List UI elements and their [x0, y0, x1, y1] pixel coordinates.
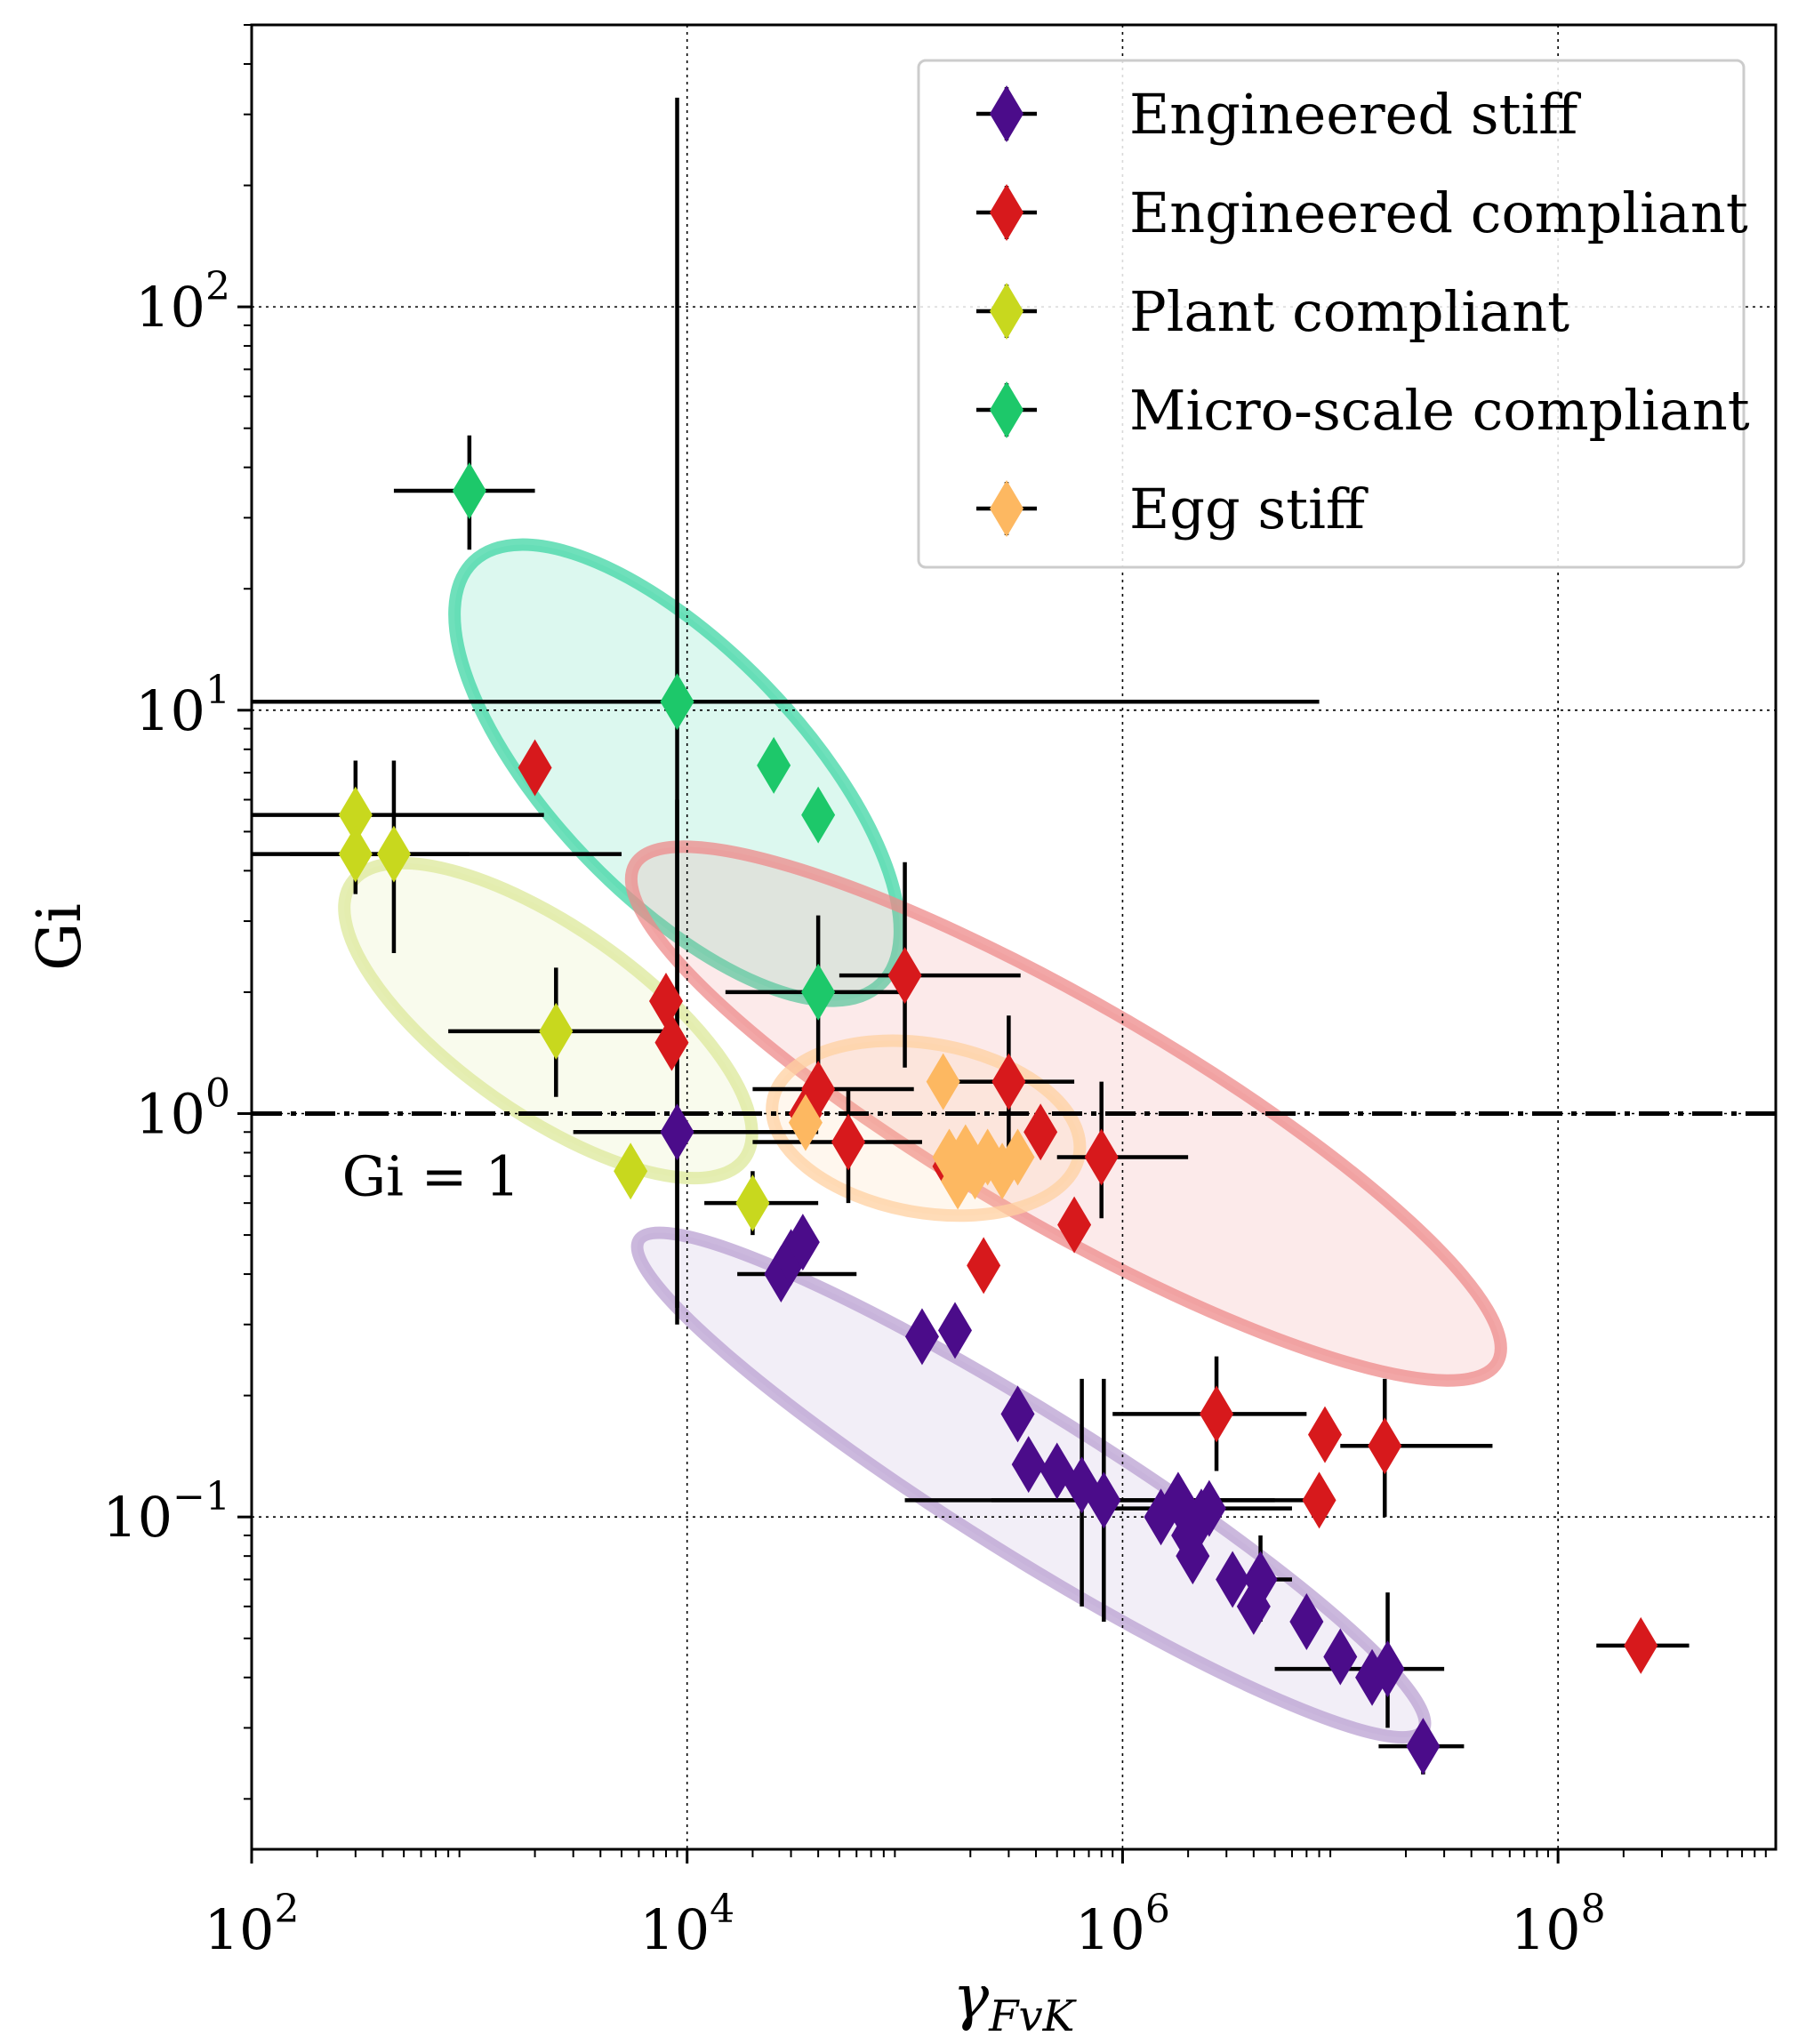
data-point [338, 786, 373, 844]
data-point [1308, 1406, 1343, 1463]
data-point [1087, 1471, 1121, 1529]
data-point [1323, 1628, 1358, 1686]
marker-layer [338, 461, 1658, 1775]
tick-layer: 102 104 106 108 10−1 100 101 102 [102, 24, 1767, 1962]
data-point [735, 1174, 770, 1232]
legend-box [917, 59, 1746, 569]
data-point [887, 947, 922, 1005]
y-axis-title: Gi [25, 903, 95, 971]
data-point [1023, 1103, 1058, 1161]
data-point [660, 1103, 694, 1161]
data-point [991, 1053, 1026, 1110]
data-point [801, 786, 836, 844]
data-point [1302, 1471, 1336, 1529]
data-point [660, 673, 694, 731]
data-point [831, 1113, 865, 1171]
data-point [1368, 1417, 1402, 1475]
x-tick-label: 102 [205, 1887, 300, 1962]
data-point [926, 1053, 960, 1110]
data-point [539, 1002, 574, 1060]
reference-line-label: Gi = 1 [342, 1144, 520, 1209]
y-tick-label: 10−1 [102, 1474, 230, 1550]
data-point [1289, 1592, 1324, 1650]
legend: Engineered stiff Engineered compliant Plan… [917, 59, 1750, 569]
data-point [904, 1308, 939, 1366]
x-tick-label: 104 [639, 1887, 734, 1962]
data-point [1243, 1551, 1278, 1608]
data-point [967, 1237, 1001, 1295]
legend-marker [990, 184, 1023, 241]
legend-marker [990, 480, 1023, 537]
y-tick-label: 102 [135, 264, 230, 340]
legend-label: Plant compliant [1129, 279, 1569, 344]
data-point [1084, 1128, 1119, 1186]
legend-label: Egg stiff [1129, 477, 1369, 541]
data-point [801, 963, 836, 1021]
data-point [452, 461, 486, 519]
data-point [338, 825, 373, 883]
x-tick-label: 106 [1075, 1887, 1170, 1962]
data-point [614, 1142, 648, 1200]
legend-marker [990, 283, 1023, 340]
data-point [1406, 1718, 1441, 1775]
data-point [1200, 1385, 1234, 1443]
data-point [1624, 1616, 1658, 1674]
plot-frame [250, 23, 1778, 1851]
data-point [1176, 1527, 1210, 1585]
legend-marker [990, 381, 1023, 438]
data-point [937, 1302, 972, 1359]
x-axis-title: γFvK [953, 1963, 1078, 2041]
y-tick-label: 100 [135, 1071, 230, 1147]
data-point [648, 973, 683, 1030]
y-tick-label: 101 [135, 668, 230, 743]
data-point [1000, 1385, 1035, 1443]
data-point [1370, 1640, 1405, 1698]
legend-marker [990, 85, 1023, 142]
data-point [1057, 1196, 1092, 1254]
data-point [518, 739, 552, 797]
legend-label: Engineered compliant [1129, 180, 1748, 245]
legend-label: Engineered stiff [1129, 82, 1581, 147]
data-point [1216, 1551, 1250, 1608]
data-point [788, 1094, 823, 1151]
data-point [1011, 1436, 1046, 1494]
data-point [1192, 1479, 1226, 1537]
data-point [376, 825, 411, 883]
legend-label: Micro-scale compliant [1129, 378, 1750, 443]
data-point [785, 1214, 820, 1271]
data-point [757, 736, 791, 794]
data-point [654, 1014, 689, 1071]
x-tick-label: 108 [1511, 1887, 1606, 1962]
data-point [1000, 1128, 1035, 1186]
